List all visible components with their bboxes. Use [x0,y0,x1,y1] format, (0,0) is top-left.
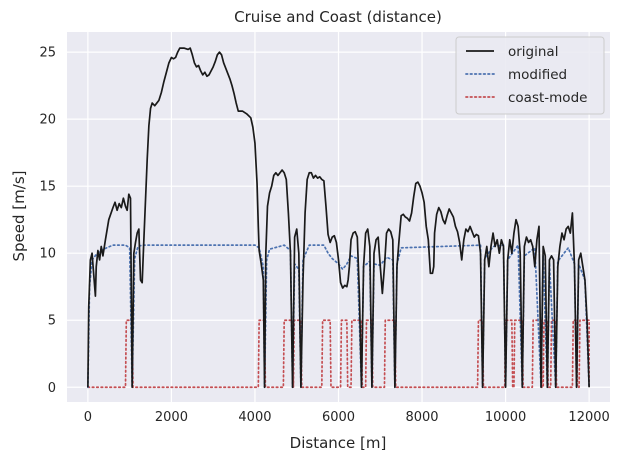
tick-labels: 0 2000 4000 6000 8000 10000 12000 0 5 10 15 20 25 [39,46,609,425]
x-axis-label: Distance [m] [290,434,387,452]
y-axis-label: Speed [m/s] [10,171,28,262]
legend-label-modified: modified [508,67,567,83]
x-tick-label: 6000 [322,410,355,425]
x-tick-label: 0 [84,410,92,425]
x-tick-label: 2000 [155,410,188,425]
y-tick-label: 20 [39,113,56,128]
x-tick-label: 8000 [405,410,438,425]
chart-title: Cruise and Coast (distance) [234,8,442,26]
y-tick-label: 5 [48,314,56,329]
legend-label-coast-mode: coast-mode [508,90,587,106]
y-tick-label: 10 [39,247,56,262]
y-tick-label: 15 [39,180,56,195]
series-group [87,47,590,389]
y-tick-label: 0 [48,381,56,396]
legend: original modified coast-mode [455,36,605,115]
legend-label-original: original [508,44,558,60]
x-tick-label: 4000 [238,410,271,425]
y-tick-label: 25 [39,46,56,61]
legend-box [455,36,605,115]
x-tick-label: 12000 [568,410,609,425]
x-tick-label: 10000 [485,410,526,425]
series-line-original [87,47,590,389]
